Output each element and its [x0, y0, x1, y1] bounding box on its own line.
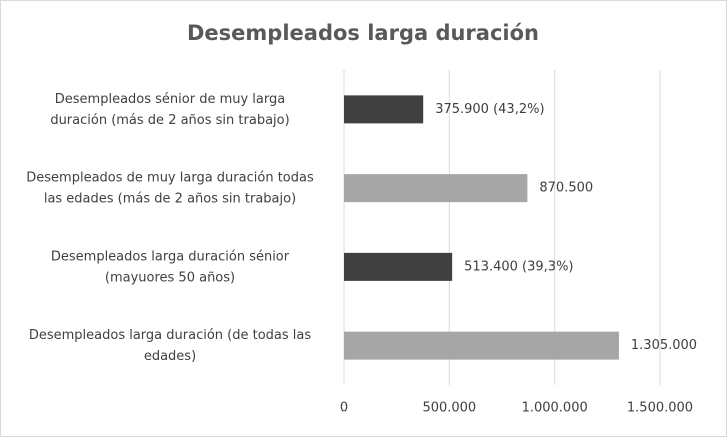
x-tick-label: 0 [340, 401, 348, 416]
bar [344, 174, 528, 203]
x-tick-label: 1.000.000 [522, 401, 588, 416]
bar [344, 95, 424, 124]
category-label: Desempleados sénior de muy larga duración… [50, 91, 289, 127]
value-label: 375.900 (43,2%) [435, 102, 544, 117]
value-label: 513.400 (39,3%) [464, 259, 573, 274]
category-label: Desempleados de muy larga duración todas… [26, 170, 314, 206]
bar [344, 252, 453, 281]
bar [344, 331, 619, 360]
value-label: 870.500 [539, 181, 593, 196]
x-tick-label: 1.500.000 [627, 401, 693, 416]
x-tick-label: 500.000 [422, 401, 476, 416]
category-label: Desempleados larga duración (de todas la… [29, 328, 312, 364]
category-label: Desempleados larga duración sénior (mayuo… [51, 249, 290, 285]
value-label: 1.305.000 [631, 338, 697, 353]
chart-title: Desempleados larga duración [187, 21, 539, 45]
